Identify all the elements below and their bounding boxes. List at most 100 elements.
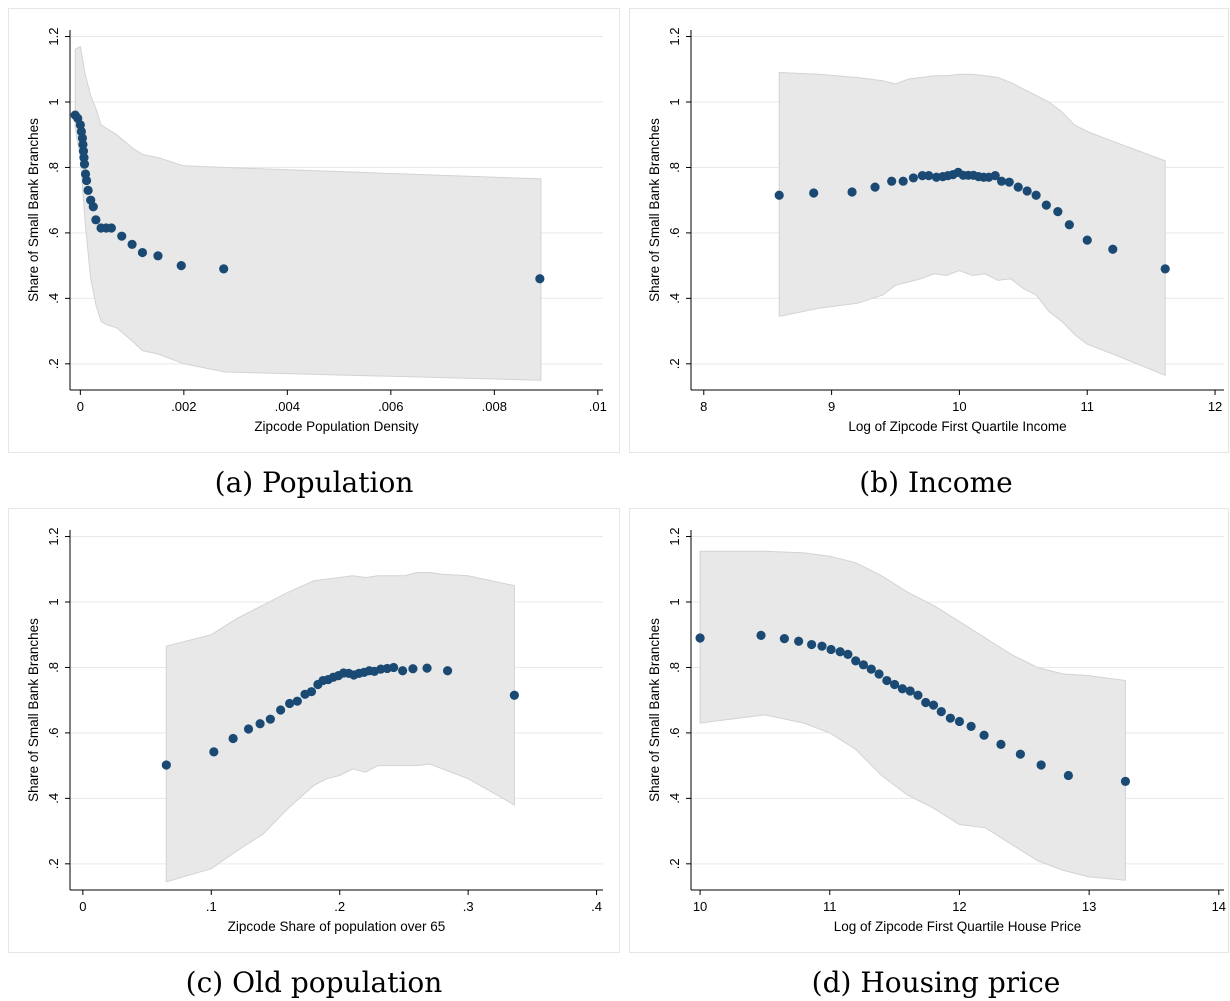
data-point [1031,190,1041,200]
data-point [535,274,545,284]
data-point [1022,186,1032,196]
data-point [81,175,92,186]
confidence-band [165,572,515,883]
data-point [807,639,817,650]
data-point [243,724,254,734]
y-axis-label: Share of Small Bank Branches [647,118,662,302]
data-point [774,190,784,200]
x-axis-label: Zipcode Population Density [254,419,419,434]
data-point [1160,264,1170,274]
data-point [285,698,295,709]
data-point [91,215,101,225]
x-axis-label: Log of Zipcode First Quartile House Pric… [834,919,1082,934]
y-tick-label: .2 [667,858,682,869]
data-point [176,261,186,271]
chart-panel-income: .2 .4 .6 .8 1 1.2 8 9 10 11 12 Log of Zipcode First… [629,8,1229,453]
data-point [936,707,946,717]
data-point [996,176,1007,186]
data-point [882,675,892,686]
chart-panel-housing-price: .2 .4 .6 .8 1 1.2 10 11 12 13 14 Log of Zipcode Fir… [629,508,1229,953]
x-tick-label: .1 [206,899,217,914]
y-tick-label: 1 [46,98,61,105]
data-point [866,664,876,674]
data-point [966,721,976,731]
y-tick-label: .2 [46,858,61,869]
data-point [209,747,219,757]
data-point [979,730,989,740]
y-tick-label: .8 [46,662,61,673]
data-point [1063,770,1073,781]
y-tick-label: .4 [46,293,61,304]
data-point [905,686,915,696]
data-point [779,634,789,644]
data-point [921,697,931,708]
data-point [306,687,317,697]
caption-housing-price: (d) Housing price [811,966,1061,999]
x-tick-label: 10 [693,899,707,914]
data-point [1108,244,1118,254]
data-point [1082,235,1092,245]
x-tick-label: 13 [1082,899,1096,914]
data-point [1036,760,1046,770]
data-point [79,153,89,163]
data-point [874,669,884,679]
data-point [78,139,88,150]
x-tick-label: .4 [591,899,602,914]
data-point [1004,177,1014,187]
data-point [990,171,1000,181]
y-axis-label: Share of Small Bank Branches [26,118,41,302]
data-point [794,636,804,646]
data-point [78,146,89,156]
data-point [809,188,819,198]
y-tick-label: .8 [46,162,61,173]
y-tick-label: 1 [46,598,61,605]
x-tick-label: 14 [1212,899,1226,914]
y-axis-label: Share of Small Bank Branches [647,618,662,802]
data-point [996,739,1006,749]
data-point [954,716,965,727]
x-tick-label: .008 [482,399,507,414]
x-tick-label: .01 [589,399,607,414]
data-point [509,690,519,700]
data-point [88,202,98,212]
y-tick-label: .4 [667,793,682,804]
y-tick-label: 1.2 [667,28,682,46]
x-tick-label: 8 [700,399,707,414]
x-axis-label: Log of Zipcode First Quartile Income [848,419,1066,434]
y-tick-label: .4 [46,793,61,804]
data-point [887,176,897,186]
y-tick-label: 1.2 [667,528,682,546]
data-point [695,633,705,643]
data-point [106,223,116,233]
x-tick-label: 9 [828,399,835,414]
data-point [924,171,934,181]
chart-svg: .2 .4 .6 .8 1 1.2 8 9 10 11 12 Log of Zipcode First… [629,8,1229,453]
data-point [398,666,408,676]
y-tick-label: 1.2 [46,528,61,546]
data-point [255,719,265,729]
data-point [835,647,845,657]
y-tick-label: .6 [667,727,682,738]
data-point [83,185,93,195]
y-tick-label: .6 [46,227,61,238]
data-point [389,662,399,673]
data-point [928,700,939,710]
data-point [945,713,955,723]
y-tick-label: 1.2 [46,28,61,46]
x-tick-label: .002 [171,399,196,414]
data-point [265,714,275,724]
confidence-band [74,45,542,381]
data-point [127,239,137,249]
chart-svg: .2 .4 .6 .8 1 1.2 10 11 12 13 14 Log of Zipcode Fir… [629,508,1229,953]
data-point [1013,182,1023,192]
data-point [851,656,861,666]
y-tick-label: .6 [46,727,61,738]
y-tick-label: .2 [667,358,682,369]
data-point [756,630,766,640]
data-point [79,159,90,169]
y-tick-label: .4 [667,293,682,304]
caption-population: (a) Population [214,466,414,499]
data-point [817,641,827,651]
x-tick-label: 0 [79,899,86,914]
data-point [219,264,229,274]
